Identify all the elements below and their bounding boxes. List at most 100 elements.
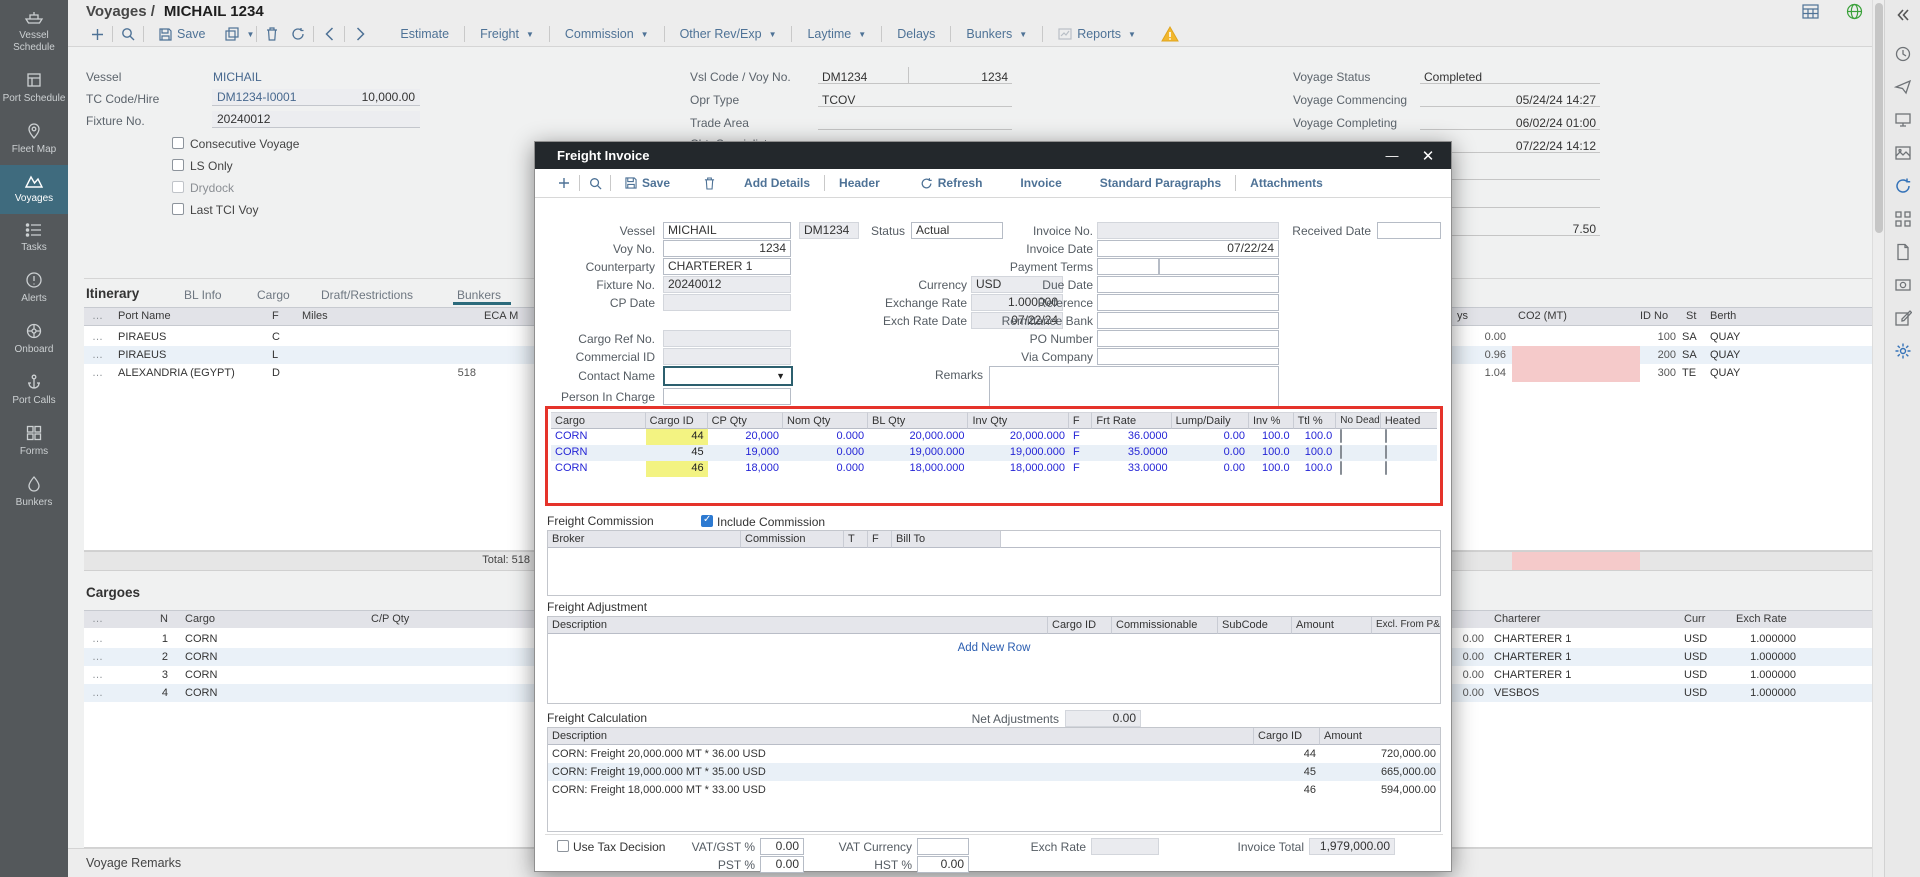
tab-bunkers[interactable]: Bunkers: [457, 288, 502, 302]
person-in-charge-input[interactable]: [663, 388, 791, 405]
gear-icon[interactable]: [1894, 342, 1912, 360]
hst-input[interactable]: 0.00: [917, 856, 969, 873]
table-row[interactable]: CORN 45 19,000 0.000 19,000.000 19,000.0…: [551, 445, 1437, 461]
col-f[interactable]: F: [272, 310, 279, 322]
remittance-bank-input[interactable]: [1097, 312, 1279, 329]
sidebar-item-voyages[interactable]: Voyages: [0, 165, 68, 214]
opr-type-field[interactable]: [818, 90, 1012, 107]
edit-icon[interactable]: [1894, 309, 1912, 327]
trade-area-field[interactable]: [818, 113, 1012, 130]
tab-bl-info[interactable]: BL Info: [184, 288, 222, 302]
apps-grid-icon[interactable]: [1894, 210, 1912, 228]
row-menu-icon[interactable]: …: [92, 687, 104, 699]
last-tci-voy-checkbox[interactable]: [172, 203, 184, 215]
col-charterer[interactable]: Charterer: [1494, 613, 1541, 625]
col-header[interactable]: Cargo ID: [1048, 617, 1112, 634]
tc-code-field[interactable]: DM1234-I0001: [212, 89, 316, 106]
dialog-titlebar[interactable]: Freight Invoice: [535, 142, 1451, 169]
search-icon[interactable]: [115, 27, 141, 41]
col-header[interactable]: Cargo ID: [645, 412, 708, 429]
col-co2[interactable]: CO2 (MT): [1518, 310, 1567, 322]
send-icon[interactable]: [1894, 78, 1912, 96]
col-cp-qty[interactable]: C/P Qty: [371, 613, 410, 625]
sidebar-item-onboard[interactable]: Onboard: [0, 314, 68, 365]
col-header[interactable]: Commissionable: [1112, 617, 1218, 634]
col-port-name[interactable]: Port Name: [118, 310, 171, 322]
search-icon[interactable]: [582, 177, 608, 190]
counterparty-input[interactable]: CHARTERER 1: [663, 258, 791, 275]
sync-icon[interactable]: [285, 27, 311, 41]
copy-caret-icon[interactable]: ▼: [246, 29, 255, 39]
delays-button[interactable]: Delays: [897, 27, 936, 41]
vessel-input[interactable]: MICHAIL: [663, 222, 791, 239]
col-header[interactable]: Amount: [1292, 617, 1372, 634]
tc-hire-field[interactable]: 10,000.00: [316, 89, 420, 106]
col-ys[interactable]: ys: [1457, 310, 1468, 322]
delete-icon[interactable]: [259, 27, 285, 41]
vertical-scrollbar[interactable]: [1872, 0, 1884, 877]
add-new-row-link[interactable]: Add New Row: [957, 642, 1031, 654]
save-button[interactable]: Save: [613, 176, 682, 190]
col-berth[interactable]: Berth: [1710, 310, 1737, 322]
add-details-button[interactable]: Add Details: [744, 176, 811, 190]
col-header[interactable]: BL Qty: [868, 412, 969, 429]
tab-draft-restrictions[interactable]: Draft/Restrictions: [321, 288, 414, 302]
freight-menu[interactable]: Freight ▼: [480, 27, 534, 41]
table-row[interactable]: CORN 44 20,000 0.000 20,000.000 20,000.0…: [551, 429, 1437, 445]
payment-terms-desc-input[interactable]: [1159, 258, 1279, 275]
heated-checkbox[interactable]: [1384, 429, 1387, 443]
sidebar-item-vessel-schedule[interactable]: Vessel Schedule: [0, 0, 68, 63]
po-number-input[interactable]: [1097, 330, 1279, 347]
row-menu-icon[interactable]: …: [92, 651, 104, 663]
col-header[interactable]: Amount: [1320, 728, 1440, 745]
no-deadfrt-checkbox[interactable]: [1340, 461, 1343, 475]
row-menu-icon[interactable]: …: [92, 669, 104, 681]
col-header[interactable]: Lump/Daily: [1171, 412, 1249, 429]
breadcrumb[interactable]: Voyages /: [86, 2, 155, 20]
col-header[interactable]: No Deadfrt: [1336, 412, 1381, 429]
col-header[interactable]: Excl. From P&L: [1372, 617, 1440, 634]
row-menu-icon[interactable]: …: [92, 349, 104, 361]
sidebar-item-port-calls[interactable]: Port Calls: [0, 365, 68, 416]
sidebar-item-tasks[interactable]: Tasks: [0, 214, 68, 263]
col-header[interactable]: Ttl %: [1293, 412, 1337, 429]
reference-input[interactable]: [1097, 294, 1279, 311]
invoice-button[interactable]: Invoice: [1020, 176, 1062, 190]
close-button[interactable]: ✕: [1421, 147, 1435, 165]
history-icon[interactable]: [1894, 45, 1912, 63]
col-header[interactable]: Frt Rate: [1092, 412, 1172, 429]
invoice-date-input[interactable]: 07/22/24: [1097, 240, 1279, 257]
sidebar-item-alerts[interactable]: Alerts: [0, 263, 68, 314]
fixture-no-field[interactable]: 20240012: [212, 111, 420, 128]
table-row[interactable]: CORN: Freight 18,000.000 MT * 33.00 USD …: [548, 781, 1440, 799]
drydock-checkbox[interactable]: [172, 181, 184, 193]
col-eca-miles[interactable]: ECA M: [484, 310, 519, 322]
due-date-input[interactable]: [1097, 276, 1279, 293]
col-cargo[interactable]: Cargo: [185, 613, 215, 625]
sidebar-item-fleet-map[interactable]: Fleet Map: [0, 114, 68, 165]
include-commission-checkbox[interactable]: [701, 514, 713, 527]
use-tax-decision-checkbox[interactable]: [557, 840, 569, 852]
attachments-button[interactable]: Attachments: [1250, 176, 1323, 190]
warning-icon[interactable]: [1157, 26, 1183, 42]
col-header[interactable]: Broker: [548, 531, 741, 548]
row-menu-icon[interactable]: …: [92, 367, 104, 379]
col-header[interactable]: Nom Qty: [783, 412, 869, 429]
col-header[interactable]: Inv Qty: [968, 412, 1069, 429]
col-header[interactable]: F: [868, 531, 892, 548]
refresh-icon[interactable]: [1894, 177, 1912, 195]
table-row[interactable]: CORN: Freight 19,000.000 MT * 35.00 USD …: [548, 763, 1440, 781]
commission-menu[interactable]: Commission ▼: [564, 27, 649, 41]
col-header[interactable]: SubCode: [1218, 617, 1292, 634]
col-header[interactable]: Inv %: [1248, 412, 1294, 429]
scrollbar-thumb[interactable]: [1875, 3, 1883, 233]
monitor-icon[interactable]: [1894, 111, 1912, 129]
status-input[interactable]: Actual: [911, 222, 1003, 239]
col-header[interactable]: T: [844, 531, 868, 548]
col-header[interactable]: Cargo: [551, 412, 646, 429]
pst-input[interactable]: 0.00: [760, 856, 804, 873]
vat-currency-input[interactable]: [917, 838, 969, 855]
col-header[interactable]: Bill To: [892, 531, 1001, 548]
minimize-button[interactable]: —: [1385, 148, 1399, 163]
col-exch-rate[interactable]: Exch Rate: [1736, 613, 1787, 625]
